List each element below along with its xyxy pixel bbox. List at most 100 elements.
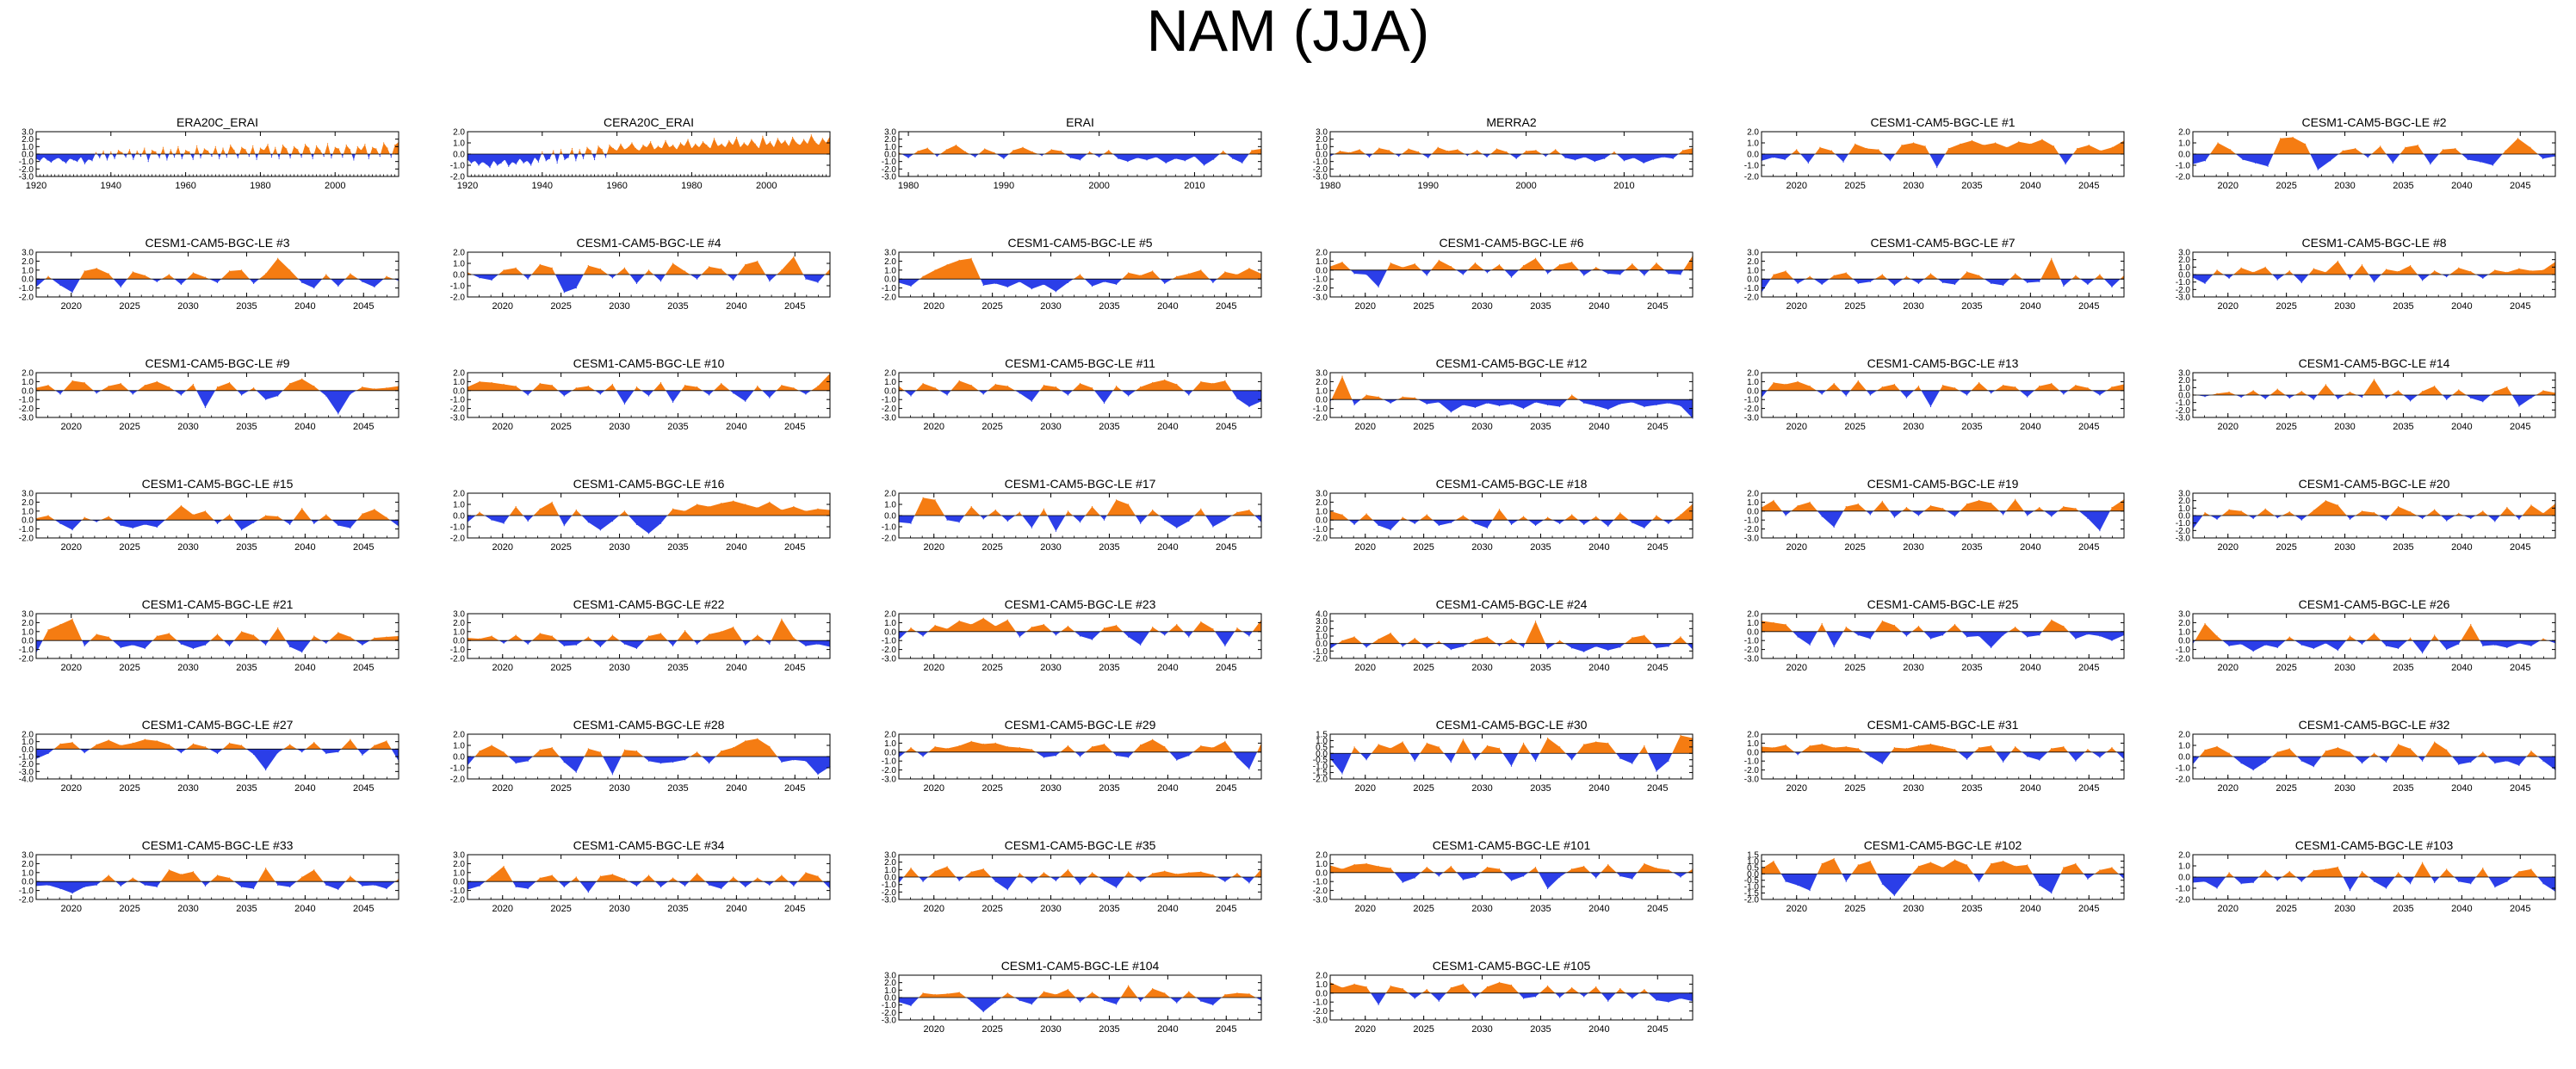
data-point xyxy=(1559,640,1561,641)
data-point xyxy=(2228,277,2230,279)
data-point xyxy=(1091,285,1093,287)
data-point xyxy=(757,877,759,879)
data-point xyxy=(1607,1000,1609,1002)
positive-area xyxy=(2193,862,2555,877)
data-point xyxy=(934,499,936,501)
data-point xyxy=(534,157,536,158)
data-point xyxy=(108,636,109,638)
data-point xyxy=(2063,506,2065,508)
data-point xyxy=(2410,748,2412,750)
data-point xyxy=(1929,273,1932,275)
y-tick-label: 2.0 xyxy=(453,249,465,258)
x-tick-label: 2020 xyxy=(1786,904,1806,914)
y-tick-label: 1.0 xyxy=(2178,627,2190,637)
data-point xyxy=(2542,390,2544,392)
y-tick-label: -3.0 xyxy=(2176,414,2191,423)
data-point xyxy=(2204,622,2206,625)
data-point xyxy=(2204,511,2206,514)
x-tick-label: 2035 xyxy=(1530,1024,1551,1035)
data-point xyxy=(192,514,195,516)
x-tick-label: 2025 xyxy=(2276,181,2296,191)
data-point xyxy=(2434,881,2436,884)
x-tick-label: 2030 xyxy=(177,422,198,432)
data-point xyxy=(1809,501,1811,503)
y-tick-label: 0.0 xyxy=(453,878,465,887)
data-point xyxy=(491,635,492,637)
y-tick-label: -2.0 xyxy=(1313,887,1328,896)
data-point xyxy=(2422,517,2424,520)
data-point xyxy=(2470,761,2472,763)
data-point xyxy=(910,522,912,524)
y-tick-label: -1.0 xyxy=(2176,646,2191,655)
data-point xyxy=(1079,1001,1081,1003)
panel-title: CESM1-CAM5-BGC-LE #13 xyxy=(1867,356,2019,370)
x-tick-label: 2040 xyxy=(1588,542,1609,553)
data-point xyxy=(982,617,984,619)
data-point xyxy=(71,618,73,620)
x-tick-label: 2020 xyxy=(923,422,944,432)
x-tick-label: 2035 xyxy=(1961,542,1982,553)
x-tick-label: 2040 xyxy=(1157,1024,1178,1035)
data-point xyxy=(497,164,498,166)
data-point xyxy=(2542,158,2544,159)
x-tick-label: 2040 xyxy=(1588,904,1609,914)
panel-title: CESM1-CAM5-BGC-LE #101 xyxy=(1433,838,1591,852)
data-point xyxy=(84,752,85,754)
data-point xyxy=(252,145,254,147)
data-point xyxy=(1140,522,1142,524)
y-tick-label: -2.0 xyxy=(1744,766,1760,775)
data-point xyxy=(2373,511,2375,514)
x-tick-label: 2040 xyxy=(294,301,315,312)
plot-frame xyxy=(1329,372,1694,418)
data-point xyxy=(1498,405,1501,407)
data-point xyxy=(168,386,170,388)
data-point xyxy=(147,161,149,163)
x-tick-label: 2025 xyxy=(550,904,571,914)
x-tick-label: 1980 xyxy=(250,181,270,191)
data-point xyxy=(2397,872,2400,874)
data-point xyxy=(1128,272,1130,274)
negative-area xyxy=(2193,877,2555,892)
data-point xyxy=(564,158,566,161)
y-tick-label: 2.0 xyxy=(884,858,896,868)
x-tick-label: 2030 xyxy=(1903,542,1923,553)
data-point xyxy=(1680,636,1681,638)
x-tick-label: 2040 xyxy=(2020,663,2040,673)
data-point xyxy=(805,760,807,762)
data-point xyxy=(2434,270,2436,272)
data-point xyxy=(1978,499,1980,501)
negative-area xyxy=(468,640,830,649)
y-tick-label: 2.0 xyxy=(2178,376,2190,386)
data-point xyxy=(1450,522,1452,523)
data-point xyxy=(1188,755,1190,757)
y-tick-label: 2.0 xyxy=(1747,257,1759,267)
x-tick-label: 2040 xyxy=(1588,422,1609,432)
data-point xyxy=(672,761,674,763)
y-tick-label: 0.0 xyxy=(884,874,896,883)
data-point xyxy=(43,156,45,158)
plot-frame xyxy=(898,613,1262,659)
data-point xyxy=(1534,257,1537,259)
data-point xyxy=(313,287,315,289)
data-point xyxy=(647,760,650,762)
y-tick-label: 2.0 xyxy=(1316,625,1328,634)
y-tick-label: -3.0 xyxy=(1313,1016,1328,1026)
data-point xyxy=(1571,986,1573,989)
plot-frame xyxy=(1761,854,2125,900)
data-point xyxy=(1031,288,1032,290)
data-point xyxy=(71,292,73,294)
data-point xyxy=(267,144,269,145)
y-tick-label: 2.0 xyxy=(884,731,896,740)
plot-frame xyxy=(35,854,399,900)
y-tick-label: 0.0 xyxy=(884,748,896,757)
data-point xyxy=(2542,512,2544,514)
data-point xyxy=(334,146,336,148)
y-tick-label: -2.0 xyxy=(882,646,897,655)
x-tick-label: 2020 xyxy=(2217,783,2238,794)
data-point xyxy=(228,877,231,879)
data-point xyxy=(204,644,207,646)
positive-area xyxy=(468,256,830,275)
y-tick-label: 1.0 xyxy=(2178,862,2190,872)
positive-area xyxy=(1330,376,1693,400)
data-point xyxy=(216,386,219,388)
